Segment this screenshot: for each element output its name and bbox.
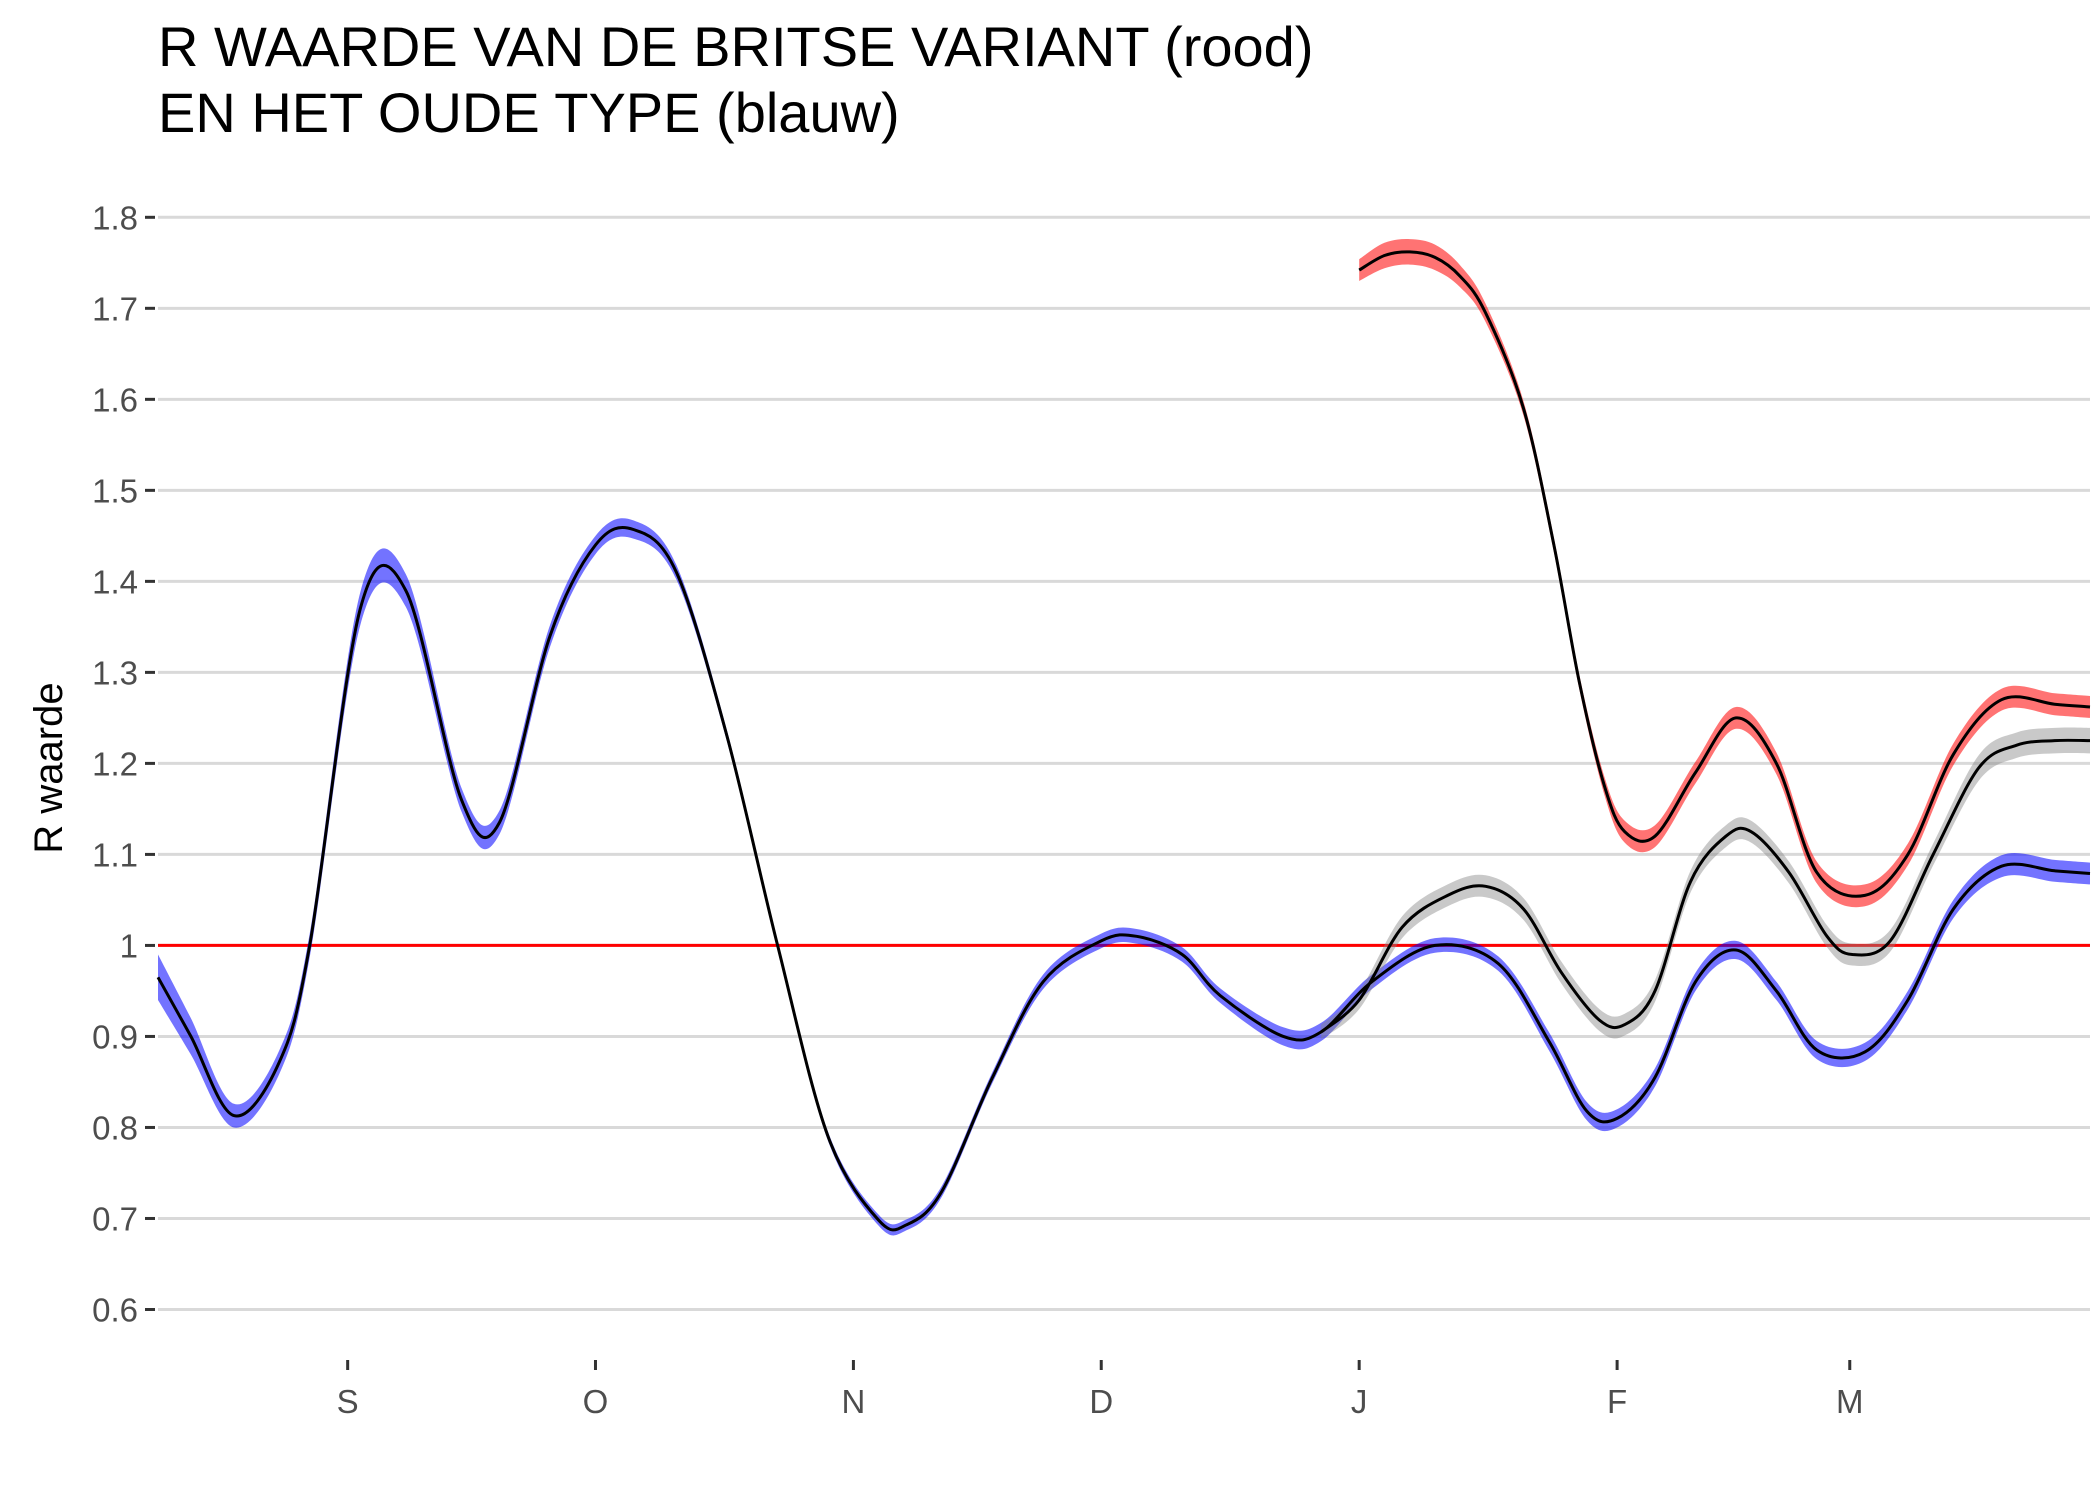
y-tick-label: 1 <box>120 927 138 964</box>
x-tick-label: D <box>1089 1383 1113 1420</box>
y-tick-label: 0.8 <box>92 1109 138 1146</box>
chart-subtitle: EN HET OUDE TYPE (blauw) <box>158 81 900 144</box>
y-tick-label: 1.1 <box>92 836 138 873</box>
x-tick-label: M <box>1836 1383 1864 1420</box>
series-line <box>1358 250 2091 898</box>
y-tick-label: 1.2 <box>92 745 138 782</box>
series-line <box>156 525 2091 1232</box>
y-tick-label: 1.7 <box>92 290 138 327</box>
confidence-band <box>1321 727 2090 1040</box>
y-axis-label: R waarde <box>27 682 71 853</box>
y-tick-label: 0.7 <box>92 1200 138 1237</box>
x-tick-label: J <box>1351 1383 1368 1420</box>
series-line <box>1320 738 2091 1034</box>
y-tick-label: 1.4 <box>92 563 138 600</box>
y-axis: 0.6 0.7 0.8 0.9 1 1.1 1.2 1.3 1.4 1.5 1.6 1.7 1.8 <box>92 199 155 1328</box>
y-tick-label: 0.6 <box>92 1291 138 1328</box>
x-tick-label: N <box>841 1383 865 1420</box>
series-lines <box>156 250 2091 1232</box>
x-tick-label: F <box>1607 1383 1627 1420</box>
y-tick-label: 0.9 <box>92 1018 138 1055</box>
y-tick-label: 1.8 <box>92 199 138 236</box>
x-tick-label: S <box>337 1383 359 1420</box>
confidence-bands <box>158 239 2090 1236</box>
x-tick-label: O <box>583 1383 609 1420</box>
confidence-band <box>1359 239 2090 908</box>
y-tick-label: 1.5 <box>92 472 138 509</box>
y-tick-label: 1.3 <box>92 654 138 691</box>
chart-title: R WAARDE VAN DE BRITSE VARIANT (rood) <box>158 15 1313 78</box>
y-tick-label: 1.6 <box>92 381 138 418</box>
